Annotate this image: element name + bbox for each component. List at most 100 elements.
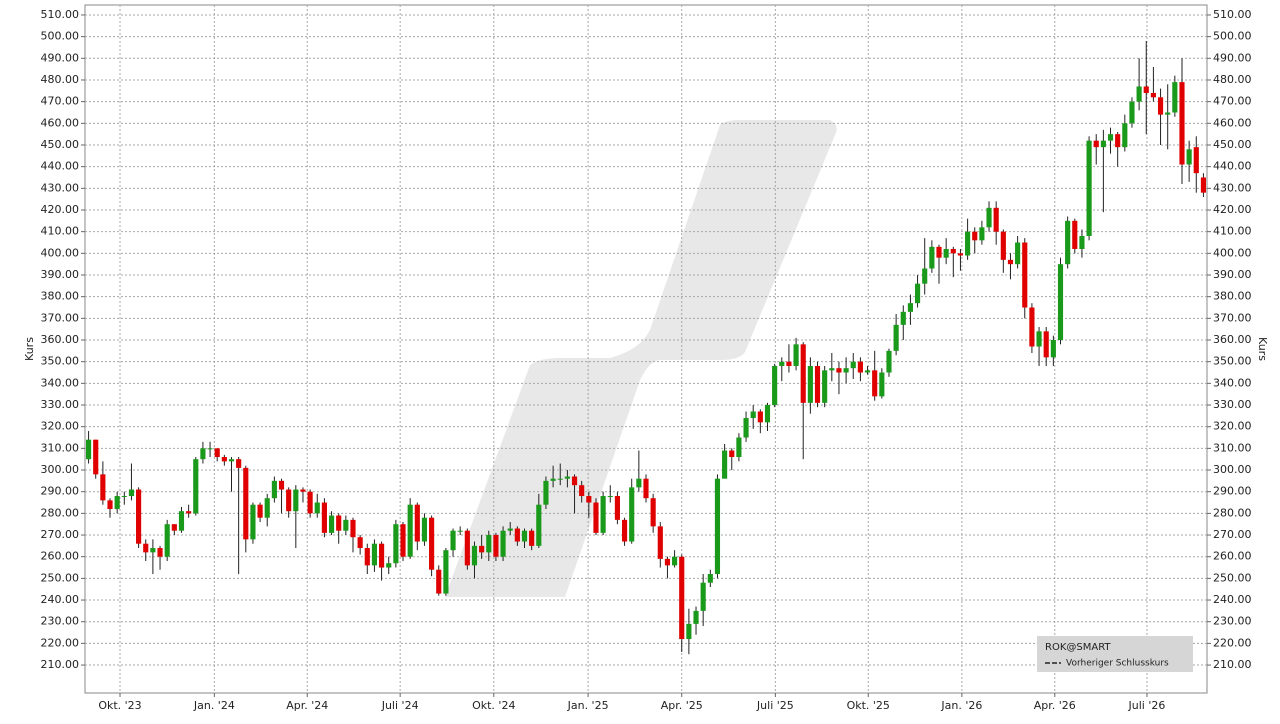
y-tick-label-right: 290.00 bbox=[1213, 485, 1252, 498]
candle-body bbox=[136, 489, 142, 544]
candle-body bbox=[822, 370, 828, 403]
y-tick-label-right: 390.00 bbox=[1213, 268, 1252, 281]
y-tick-label: 510.00 bbox=[41, 8, 80, 21]
candle-body bbox=[1157, 97, 1164, 115]
y-tick-label-right: 480.00 bbox=[1213, 73, 1252, 86]
y-tick-label: 450.00 bbox=[41, 138, 80, 151]
candle-body bbox=[1022, 242, 1028, 308]
candle-body bbox=[1007, 259, 1014, 265]
candle-body bbox=[421, 517, 428, 542]
candle-body bbox=[150, 548, 156, 553]
y-tick-label: 370.00 bbox=[41, 311, 80, 324]
x-tick-label: Okt. '25 bbox=[847, 699, 890, 712]
x-tick-label: Okt. '24 bbox=[472, 699, 515, 712]
y-tick-label-right: 340.00 bbox=[1213, 376, 1252, 389]
candle-body bbox=[457, 530, 463, 532]
candle-body bbox=[243, 467, 249, 540]
y-tick-label-right: 490.00 bbox=[1213, 51, 1252, 64]
y-tick-label-right: 280.00 bbox=[1213, 506, 1252, 519]
candle-body bbox=[86, 439, 92, 460]
candle-body bbox=[922, 268, 928, 284]
candle-body bbox=[1107, 134, 1114, 141]
candle-body bbox=[850, 361, 856, 369]
y-tick-label-right: 360.00 bbox=[1213, 333, 1252, 346]
y-tick-label-right: 500.00 bbox=[1213, 30, 1252, 43]
candle-body bbox=[107, 500, 113, 510]
candle-body bbox=[1000, 231, 1006, 260]
legend-symbol: ROK@SMART bbox=[1045, 642, 1111, 653]
y-tick-label: 340.00 bbox=[41, 376, 80, 389]
candle-body bbox=[571, 476, 578, 486]
y-tick-label-right: 420.00 bbox=[1213, 203, 1252, 216]
candle-body bbox=[1100, 140, 1106, 148]
candle-body bbox=[814, 366, 821, 403]
legend-previous-close: Vorheriger Schlusskurs bbox=[1066, 659, 1169, 669]
candle-body bbox=[271, 480, 277, 499]
candle-body bbox=[286, 489, 292, 512]
candle-body bbox=[657, 526, 663, 559]
candle-body bbox=[414, 504, 420, 542]
candle-body bbox=[629, 487, 635, 542]
y-tick-label: 230.00 bbox=[41, 615, 80, 628]
x-tick-label: Okt. '23 bbox=[98, 699, 141, 712]
candle-body bbox=[114, 496, 120, 510]
y-tick-label-right: 230.00 bbox=[1213, 615, 1252, 628]
candle-body bbox=[614, 496, 620, 520]
candle-body bbox=[1122, 123, 1128, 148]
y-tick-label: 390.00 bbox=[41, 268, 80, 281]
candle-body bbox=[336, 515, 342, 531]
y-tick-label-right: 250.00 bbox=[1213, 571, 1252, 584]
x-tick-label: Jan. '25 bbox=[567, 699, 609, 712]
candle-body bbox=[1193, 147, 1199, 174]
candle-body bbox=[736, 437, 742, 458]
candle-body bbox=[600, 496, 606, 533]
candle-body bbox=[314, 502, 320, 514]
candle-body bbox=[521, 530, 528, 542]
candle-body bbox=[900, 311, 906, 325]
candle-body bbox=[1029, 307, 1035, 347]
y-tick-label: 260.00 bbox=[41, 550, 80, 563]
candle-body bbox=[1150, 92, 1156, 98]
candle-body bbox=[178, 511, 185, 531]
y-tick-label-right: 270.00 bbox=[1213, 528, 1252, 541]
candle-body bbox=[214, 448, 220, 458]
x-tick-label: Apr. '26 bbox=[1034, 699, 1076, 712]
candle-body bbox=[450, 530, 456, 551]
candle-body bbox=[886, 350, 892, 373]
candle-body bbox=[579, 485, 585, 497]
candle-body bbox=[507, 528, 513, 531]
candle-body bbox=[543, 480, 549, 505]
candle-body bbox=[143, 543, 149, 553]
candle-body bbox=[907, 303, 913, 312]
candle-body bbox=[400, 524, 406, 557]
candle-body bbox=[471, 545, 478, 566]
y-tick-label-right: 300.00 bbox=[1213, 463, 1252, 476]
candle-body bbox=[829, 368, 835, 371]
candle-body bbox=[350, 519, 356, 538]
candle-body bbox=[786, 361, 792, 367]
candle-body bbox=[121, 496, 127, 498]
candle-body bbox=[157, 548, 163, 557]
legend: ROK@SMART Vorheriger Schlusskurs bbox=[1037, 636, 1193, 672]
candle-body bbox=[1050, 340, 1056, 358]
y-tick-label: 280.00 bbox=[41, 506, 80, 519]
candle-body bbox=[443, 550, 449, 594]
candle-body bbox=[650, 498, 656, 527]
candle-body bbox=[979, 227, 985, 241]
candle-body bbox=[193, 459, 199, 514]
y-tick-label: 420.00 bbox=[41, 203, 80, 216]
candle-body bbox=[429, 517, 435, 570]
candle-body bbox=[1015, 242, 1021, 265]
y-tick-label-right: 370.00 bbox=[1213, 311, 1252, 324]
y-tick-label-right: 330.00 bbox=[1213, 398, 1252, 411]
candle-body bbox=[557, 478, 563, 480]
candle-body bbox=[643, 478, 649, 499]
y-tick-label-right: 470.00 bbox=[1213, 95, 1252, 108]
candle-body bbox=[357, 537, 363, 549]
candle-body bbox=[100, 474, 106, 501]
candle-body bbox=[1072, 220, 1078, 249]
candle-body bbox=[307, 491, 313, 514]
y-tick-label: 470.00 bbox=[41, 95, 80, 108]
candle-body bbox=[436, 569, 442, 594]
